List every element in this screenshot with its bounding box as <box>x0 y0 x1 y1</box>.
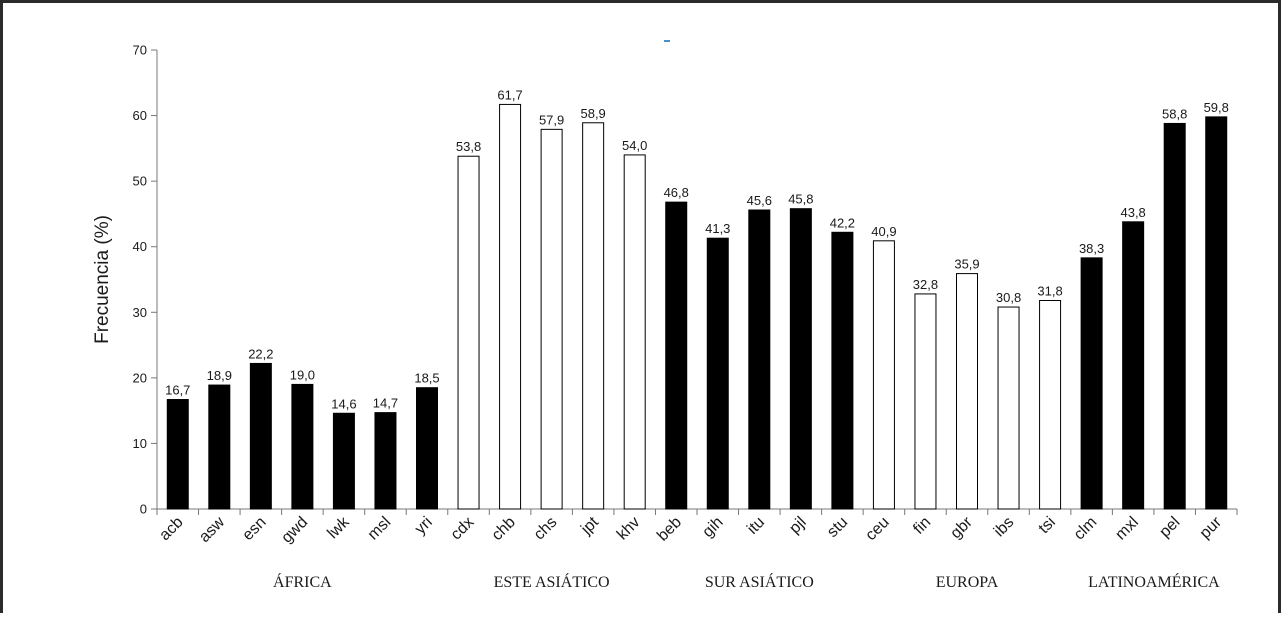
data-label: 43,8 <box>1120 205 1145 220</box>
bar-ceu <box>872 240 895 510</box>
data-label: 53,8 <box>456 139 481 154</box>
x-tick-label: yri <box>412 514 436 538</box>
bar-gih <box>706 237 729 510</box>
bar-gwd <box>291 383 314 510</box>
x-tick-label: clm <box>1071 514 1101 544</box>
group-label: SUR ASIÁTICO <box>705 572 814 591</box>
data-label: 40,9 <box>871 224 896 239</box>
x-tick-label: gih <box>699 514 726 541</box>
group-label: ESTE ASIÁTICO <box>494 572 610 591</box>
bar-stu <box>831 231 854 510</box>
bar-itu <box>748 209 771 510</box>
group-label: ÁFRICA <box>273 572 332 591</box>
x-tick-label: stu <box>824 514 851 541</box>
bar-msl <box>374 412 397 510</box>
data-label: 61,7 <box>497 87 522 102</box>
data-label: 22,2 <box>248 346 273 361</box>
x-tick-label: esn <box>239 514 269 544</box>
data-label: 45,8 <box>788 192 813 207</box>
y-axis-label: Frecuencia (%) <box>92 215 113 344</box>
data-label: 58,8 <box>1162 106 1187 121</box>
x-tick-label: msl <box>365 514 395 544</box>
x-tick-label: khv <box>614 514 644 544</box>
x-tick-label: fin <box>910 514 934 538</box>
bar-asw <box>208 384 231 510</box>
group-label: LATINOAMÉRICA <box>1088 572 1220 591</box>
bar-khv <box>623 154 646 510</box>
x-tick-label: jpt <box>577 513 602 538</box>
x-tick-label: pel <box>1156 514 1183 541</box>
bar-jpt <box>582 122 605 510</box>
y-tick-label: 50 <box>133 174 147 189</box>
y-tick-label: 20 <box>133 370 147 385</box>
bar-cdx <box>457 155 480 510</box>
bar-yri <box>416 387 438 510</box>
data-label: 19,0 <box>290 367 315 382</box>
data-label: 35,9 <box>954 257 979 272</box>
bar-esn <box>249 362 272 510</box>
y-tick-label: 0 <box>140 502 147 517</box>
data-label: 31,8 <box>1037 283 1062 298</box>
data-label: 32,8 <box>913 277 938 292</box>
data-label: 57,9 <box>539 112 564 127</box>
y-tick-label: 40 <box>133 239 147 254</box>
x-tick-label: beb <box>654 514 685 545</box>
group-label: EUROPA <box>936 574 999 591</box>
x-tick-label: pur <box>1197 513 1226 542</box>
bar-acb <box>166 398 189 510</box>
bar-chart: 0 10 20 30 40 50 60 70 Frecuencia (%) 16,7 acb 18,9… <box>92 40 1238 591</box>
x-tick-label: gbr <box>947 513 976 542</box>
y-tick-label: 10 <box>133 436 147 451</box>
bar-pur <box>1205 116 1228 510</box>
x-tick-label: acb <box>156 514 186 544</box>
x-tick-label: tsi <box>1036 514 1059 537</box>
top-mark <box>664 40 670 42</box>
data-label: 46,8 <box>664 185 689 200</box>
data-label: 14,6 <box>331 396 356 411</box>
x-tick-label: itu <box>744 514 768 538</box>
x-tick-label: gwd <box>278 514 311 547</box>
data-label: 30,8 <box>996 290 1021 305</box>
data-label: 18,5 <box>414 371 439 386</box>
bar-lwk <box>332 412 355 510</box>
bar-clm <box>1080 257 1103 510</box>
data-label: 54,0 <box>622 138 647 153</box>
x-tick-label: lwk <box>324 513 353 542</box>
data-label: 14,7 <box>373 396 398 411</box>
data-label: 58,9 <box>580 106 605 121</box>
bar-chb <box>499 103 522 510</box>
x-tick-label: mxl <box>1112 514 1142 544</box>
x-tick-label: cdx <box>448 514 478 544</box>
data-label: 41,3 <box>705 221 730 236</box>
data-label: 59,8 <box>1204 100 1229 115</box>
x-tick-label: chs <box>531 514 561 544</box>
x-tick-label: asw <box>196 513 228 545</box>
bar-ibs <box>997 306 1020 510</box>
x-tick-label: pjl <box>786 514 809 537</box>
bar-chs <box>540 128 563 510</box>
bar-mxl <box>1122 221 1145 510</box>
bar-gbr <box>956 273 978 510</box>
data-label: 45,6 <box>747 193 772 208</box>
x-tick-label: chb <box>489 514 519 544</box>
data-label: 42,2 <box>830 215 855 230</box>
x-tick-label: ibs <box>991 514 1017 540</box>
x-tick-label: ceu <box>862 514 892 544</box>
bar-fin <box>914 293 937 510</box>
bar-pel <box>1163 122 1186 510</box>
data-label: 18,9 <box>207 368 232 383</box>
bar-tsi <box>1039 299 1062 510</box>
bar-beb <box>665 201 688 510</box>
data-label: 38,3 <box>1079 241 1104 256</box>
bar-pjl <box>789 208 812 510</box>
y-tick-label: 30 <box>133 305 147 320</box>
y-tick-label: 70 <box>133 43 147 58</box>
data-label: 16,7 <box>165 382 190 397</box>
y-tick-label: 60 <box>133 108 147 123</box>
